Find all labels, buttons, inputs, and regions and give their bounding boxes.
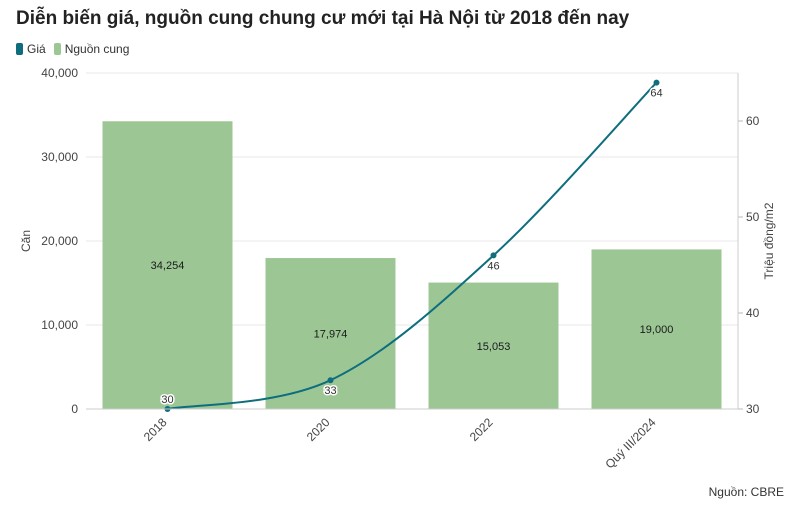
left-tick-label: 20,000: [41, 234, 78, 248]
x-tick-label: 2022: [467, 415, 496, 444]
price-point: [327, 377, 334, 384]
price-point: [653, 79, 660, 86]
left-axis-title: Căn: [19, 230, 33, 252]
right-tick-label: 60: [746, 114, 760, 128]
bar-value-label: 19,000: [640, 324, 674, 336]
bar: [265, 258, 396, 409]
legend-item-supply[interactable]: Nguồn cung: [53, 42, 130, 56]
right-tick-label: 40: [746, 306, 760, 320]
price-point-label: 30: [161, 394, 173, 406]
bar-value-label: 17,974: [314, 329, 348, 341]
chart-title: Diễn biến giá, nguồn cung chung cư mới t…: [16, 8, 630, 29]
legend-swatch-price: [16, 43, 23, 55]
price-point-label: 46: [487, 260, 499, 272]
price-point-label: 33: [324, 385, 336, 397]
x-tick-label: 2020: [304, 415, 333, 444]
bar-value-label: 15,053: [477, 341, 511, 353]
bar: [591, 249, 722, 409]
legend-label-supply: Nguồn cung: [64, 42, 130, 56]
x-tick-label: Quý III/2024: [602, 415, 658, 471]
right-tick-label: 30: [746, 402, 760, 416]
x-tick-label: 2018: [141, 415, 170, 444]
legend-item-price[interactable]: Giá: [16, 42, 46, 56]
price-point: [490, 252, 497, 259]
bar-labels: 34,254 17,974 15,053 19,000: [151, 260, 674, 353]
legend-label-price: Giá: [27, 42, 46, 56]
right-tick-label: 50: [746, 210, 760, 224]
bar: [428, 282, 559, 409]
price-curve: [167, 81, 658, 410]
bar-value-label: 34,254: [151, 260, 185, 272]
price-point-label: 64: [650, 88, 662, 100]
legend: Giá Nguồn cung: [16, 42, 129, 56]
left-tick-label: 10,000: [41, 318, 78, 332]
legend-swatch-supply: [53, 43, 61, 55]
left-tick-label: 40,000: [41, 66, 78, 80]
right-axis-title: Triệu đồng/m2: [762, 202, 776, 279]
left-tick-label: 0: [71, 402, 78, 416]
source-note: Nguồn: CBRE: [708, 485, 784, 499]
bars: [102, 121, 722, 409]
left-tick-label: 30,000: [41, 150, 78, 164]
price-line: 30 33 46 64: [160, 79, 664, 412]
bar: [102, 121, 233, 409]
